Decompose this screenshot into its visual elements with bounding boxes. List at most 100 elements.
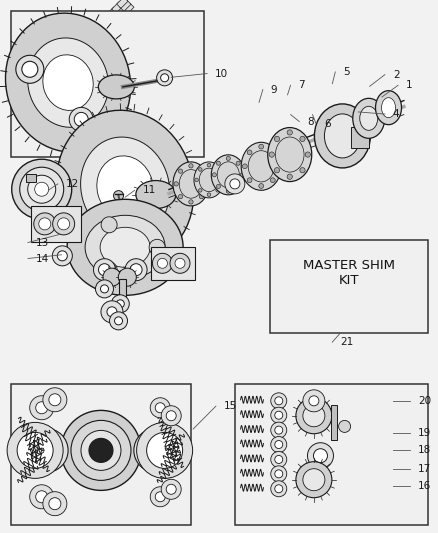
Circle shape [212,173,216,177]
Circle shape [43,491,67,516]
Bar [113,13,124,25]
Ellipse shape [173,162,208,206]
Circle shape [203,182,208,186]
Bar [102,12,113,23]
Circle shape [136,422,192,479]
Bar [31,206,81,242]
Text: 12: 12 [66,179,79,189]
Circle shape [57,251,67,261]
Text: 20: 20 [417,396,430,406]
Circle shape [161,479,181,499]
Bar [123,3,134,14]
Ellipse shape [374,91,401,125]
Circle shape [35,182,49,196]
Circle shape [270,422,286,438]
Ellipse shape [314,104,370,168]
Circle shape [274,167,279,173]
Circle shape [270,466,286,482]
Circle shape [35,491,48,503]
Ellipse shape [67,199,183,295]
Circle shape [198,189,201,192]
Ellipse shape [135,181,176,208]
Bar [331,405,337,440]
Circle shape [286,174,292,179]
Circle shape [111,295,129,313]
Circle shape [270,437,286,453]
Circle shape [226,189,230,193]
Circle shape [157,259,167,268]
Text: 8: 8 [307,117,313,126]
Ellipse shape [85,215,165,279]
Circle shape [150,398,170,418]
Circle shape [242,164,247,169]
Ellipse shape [43,55,93,110]
Ellipse shape [275,137,304,172]
Bar [11,11,204,157]
Text: MASTER SHIM
KIT: MASTER SHIM KIT [302,259,394,287]
Ellipse shape [352,98,384,139]
Bar [105,15,116,26]
Circle shape [299,167,304,173]
Circle shape [49,498,61,510]
Circle shape [149,239,165,255]
Circle shape [93,259,115,281]
Bar [106,7,118,18]
Circle shape [57,218,70,230]
Ellipse shape [240,142,281,190]
Circle shape [219,178,223,182]
Circle shape [173,182,178,186]
Ellipse shape [98,75,134,99]
Text: 6: 6 [323,119,330,128]
Circle shape [178,195,182,199]
Ellipse shape [324,114,360,158]
Circle shape [155,403,165,413]
Circle shape [24,429,68,472]
Circle shape [116,300,124,308]
Bar [114,5,126,17]
Bar [117,8,129,19]
Circle shape [268,152,274,157]
Bar [111,2,123,13]
Bar [117,0,128,9]
Ellipse shape [194,162,223,198]
Circle shape [313,449,327,463]
Circle shape [207,193,210,197]
Circle shape [125,259,147,281]
Bar [110,10,121,21]
Circle shape [39,218,51,230]
Circle shape [274,470,282,478]
Circle shape [166,484,176,494]
Circle shape [178,169,182,173]
Circle shape [258,183,263,188]
Bar [118,279,125,301]
Circle shape [134,429,177,472]
Circle shape [258,144,263,149]
Text: 14: 14 [36,254,49,263]
Circle shape [247,150,251,155]
Circle shape [199,169,203,173]
Circle shape [270,393,286,409]
Circle shape [275,164,279,169]
Ellipse shape [359,106,377,131]
Circle shape [188,164,193,168]
Circle shape [34,213,56,235]
Bar [151,247,195,280]
Circle shape [98,264,110,276]
Text: 19: 19 [417,428,430,438]
Ellipse shape [267,127,311,182]
Circle shape [102,268,121,286]
Circle shape [302,390,324,412]
Circle shape [17,432,53,469]
Ellipse shape [211,155,245,195]
Circle shape [43,387,67,412]
Circle shape [89,438,113,463]
Text: 4: 4 [392,109,399,119]
Circle shape [274,455,282,464]
Circle shape [20,167,64,211]
Circle shape [74,112,88,126]
Text: 9: 9 [270,85,277,94]
Circle shape [215,168,219,171]
Circle shape [270,481,286,497]
Circle shape [161,406,181,426]
Bar [120,0,131,11]
